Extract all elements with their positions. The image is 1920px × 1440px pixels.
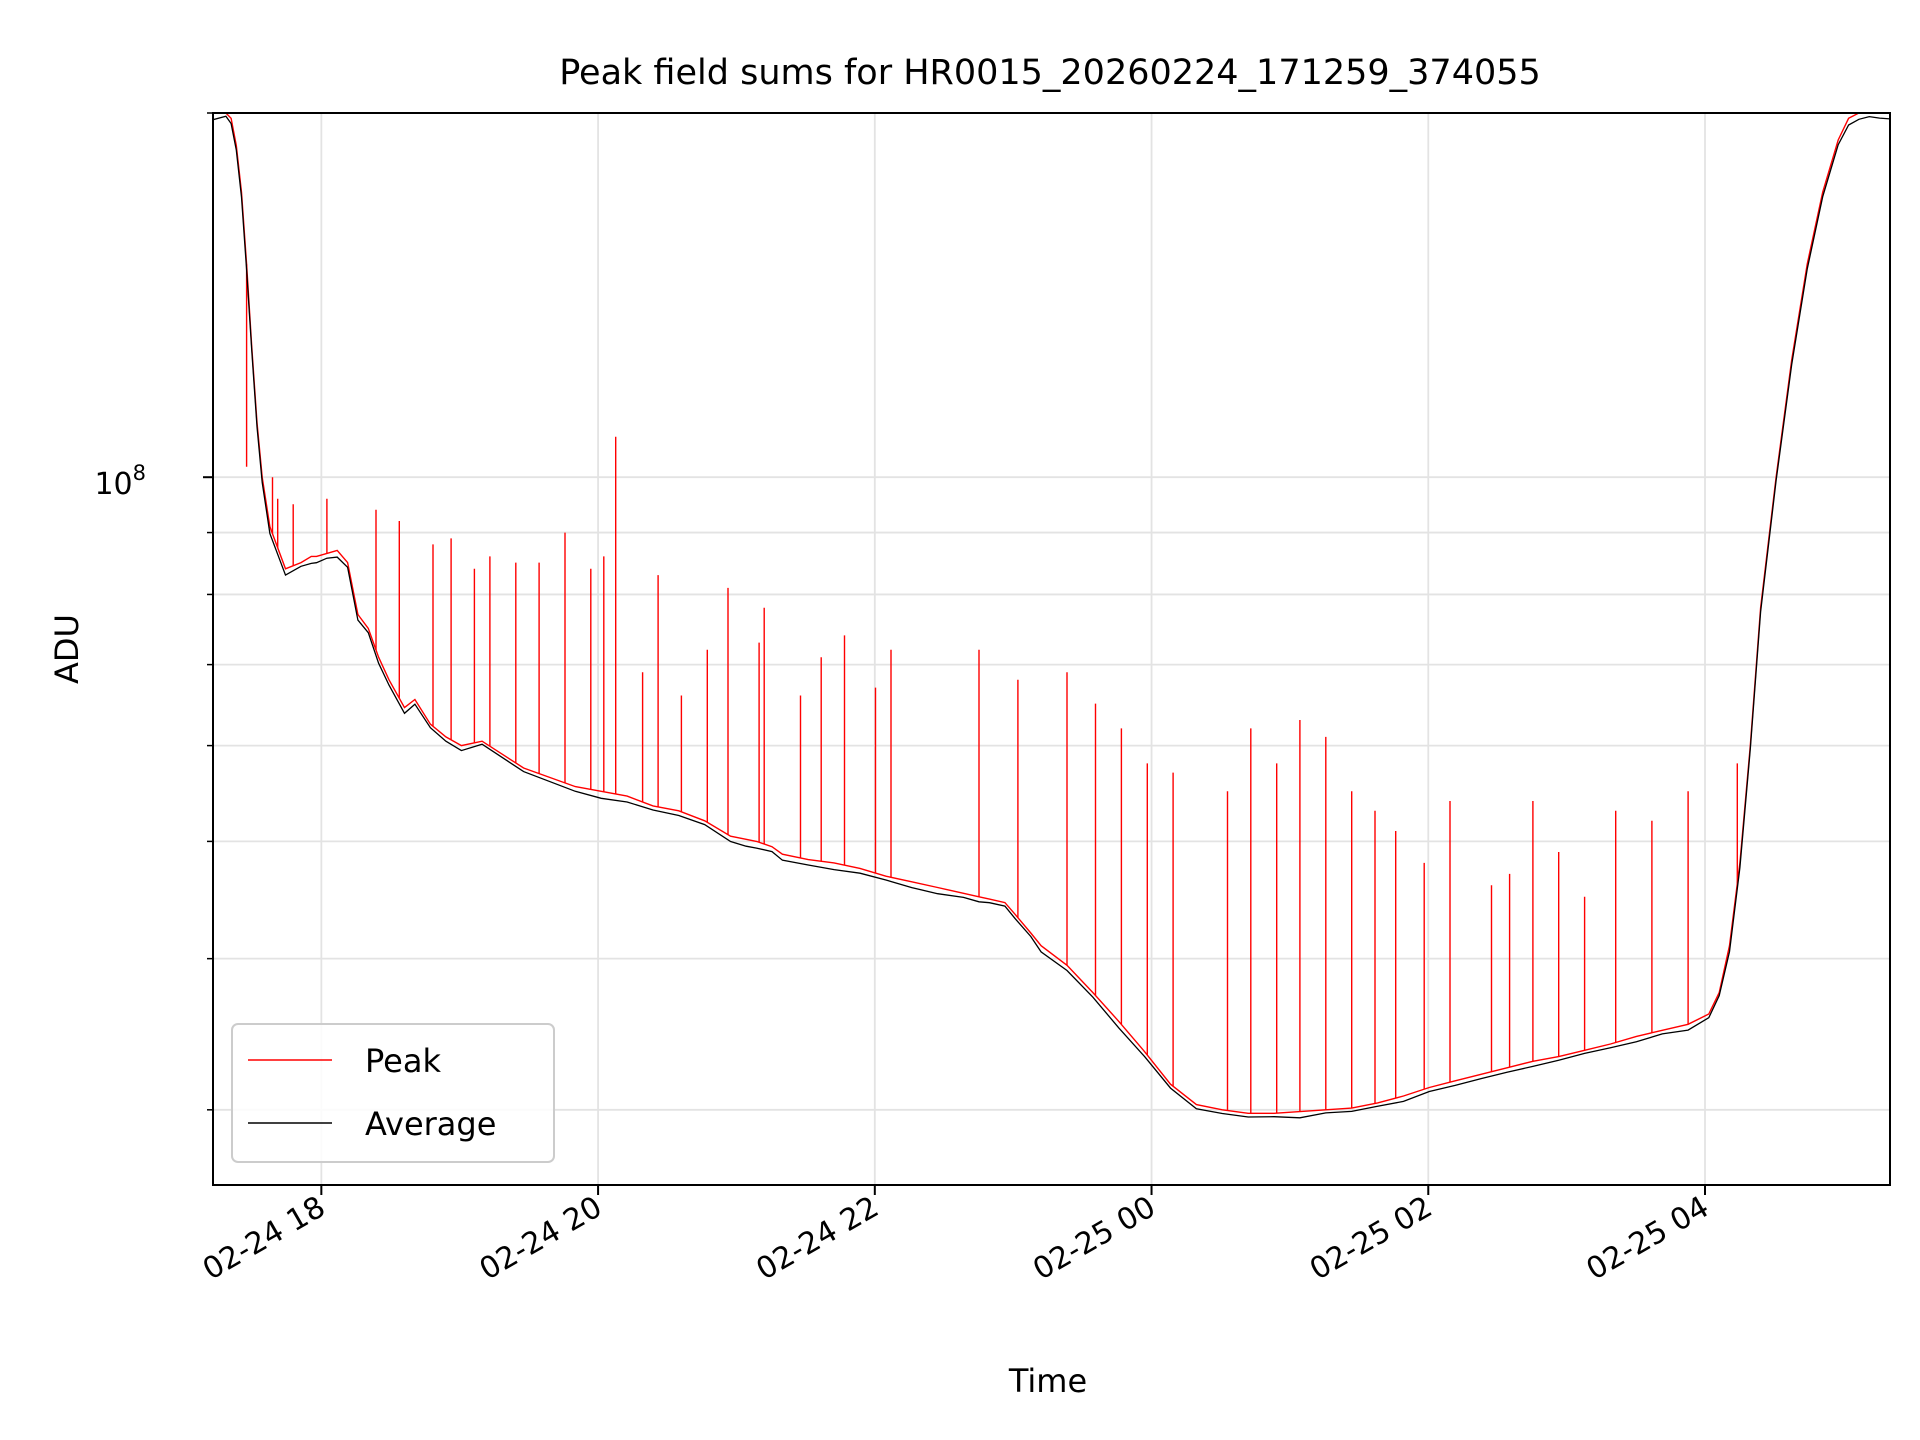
series-average-line: [213, 115, 1890, 1119]
series-peak-spikes: [245, 264, 1738, 1114]
grid-lines: [213, 112, 1890, 1185]
series-layer: [213, 113, 1890, 1119]
legend-label-average: Average: [365, 1105, 496, 1143]
x-tick-label: 02-25 02: [1304, 1190, 1438, 1288]
y-axis-label: ADU: [48, 614, 86, 684]
x-tick-label: 02-25 00: [1027, 1190, 1161, 1288]
plot-frame: [212, 112, 1891, 1186]
x-tick-label: 02-24 20: [474, 1190, 608, 1288]
y-axis-ticks: [203, 112, 213, 1111]
legend-label-peak: Peak: [365, 1042, 441, 1080]
x-tick-label: 02-25 04: [1581, 1190, 1715, 1288]
x-axis-label: Time: [1008, 1362, 1087, 1400]
legend-box: [231, 1023, 555, 1163]
legend: Peak Average: [231, 1023, 555, 1163]
x-tick-label: 02-24 18: [197, 1190, 331, 1288]
x-tick-label: 02-24 22: [750, 1190, 884, 1288]
x-axis-ticks: 02-24 18 02-24 20 02-24 22 02-25 00 02-25 02…: [197, 1185, 1715, 1287]
y-tick-label-1e8: 108: [94, 461, 146, 502]
y-tick-exponent: 8: [133, 461, 146, 485]
series-peak-line: [213, 113, 1890, 1114]
chart-title: Peak field sums for HR0015_20260224_1712…: [559, 53, 1541, 93]
y-tick-base: 10: [94, 467, 132, 502]
